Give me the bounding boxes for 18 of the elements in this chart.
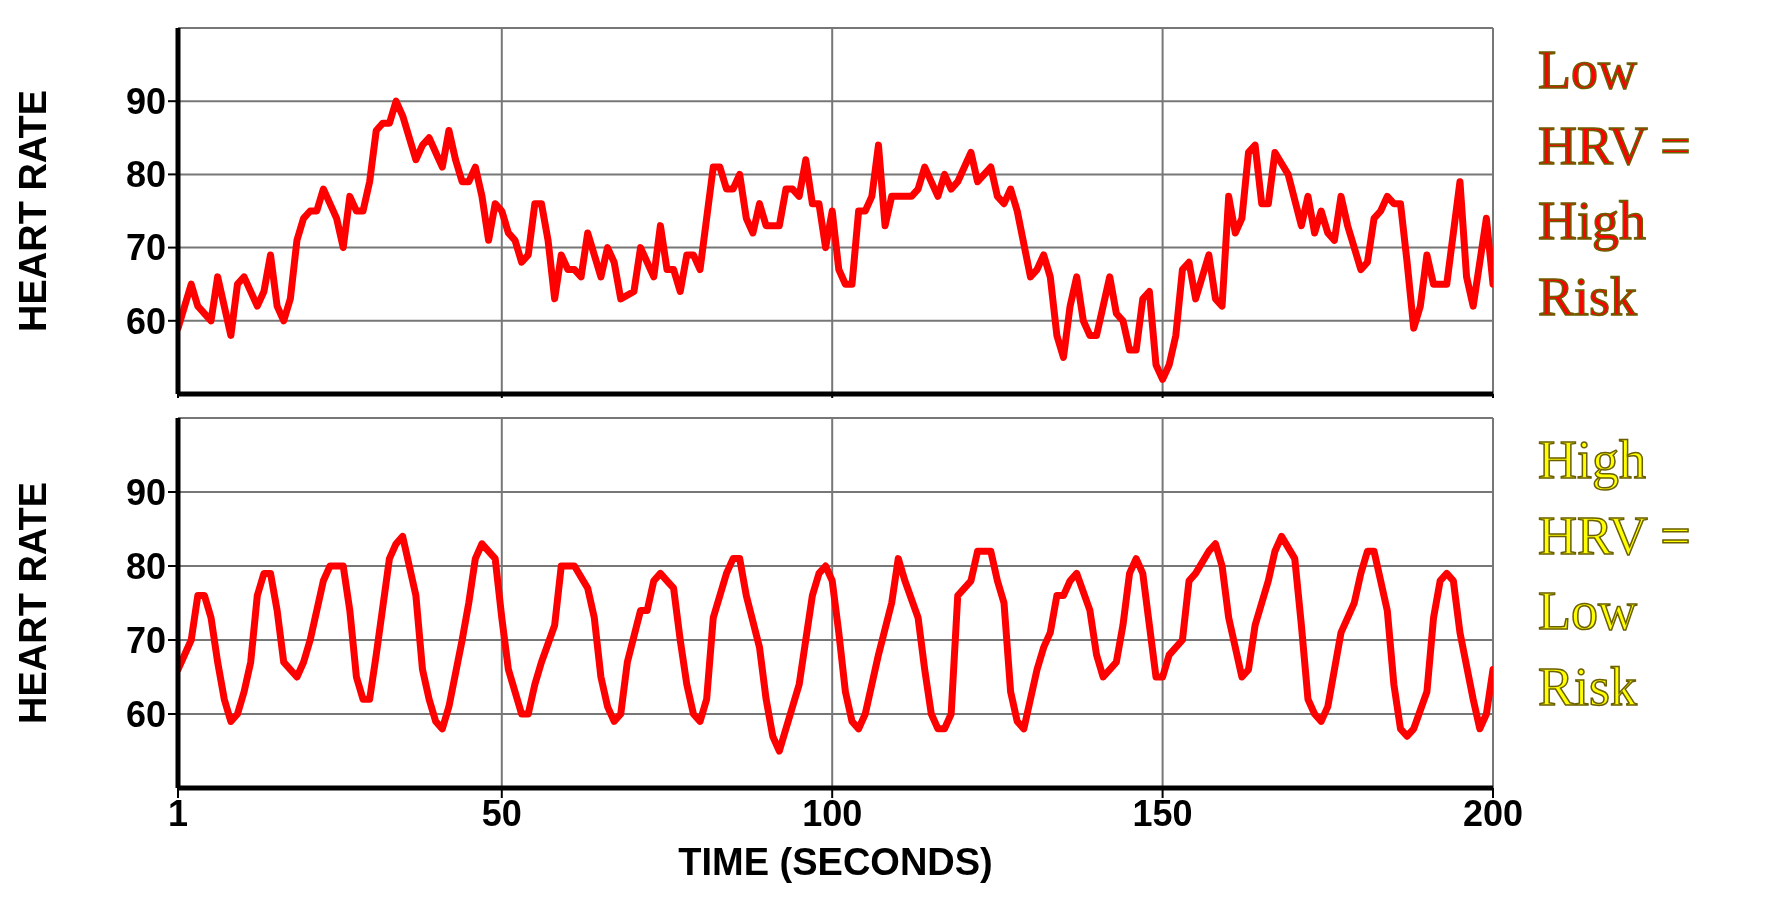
y-tick-label: 80: [125, 545, 166, 587]
y-tick-label: 70: [125, 227, 166, 269]
x-tick-label: 100: [802, 792, 863, 834]
y-tick-label: 90: [125, 80, 166, 122]
y-axis-title: HEART RATE: [12, 89, 55, 333]
x-axis-title: TIME (SECONDS): [678, 840, 993, 883]
x-tick-label: 200: [1462, 792, 1524, 834]
text: Low HRV = High Risk: [1538, 39, 1692, 329]
x-tick-label: 1: [167, 792, 189, 834]
x-tick-label: 150: [1132, 792, 1193, 834]
x-tick-label: 50: [481, 792, 522, 834]
text: High HRV = Low Risk: [1538, 429, 1692, 719]
y-tick-label: 90: [125, 471, 166, 513]
y-tick-label: 80: [125, 154, 166, 196]
y-tick-label: 70: [125, 619, 166, 661]
y-axis-title: HEART RATE: [12, 481, 55, 725]
y-tick-label: 60: [125, 300, 166, 342]
y-tick-label: 60: [125, 693, 166, 735]
